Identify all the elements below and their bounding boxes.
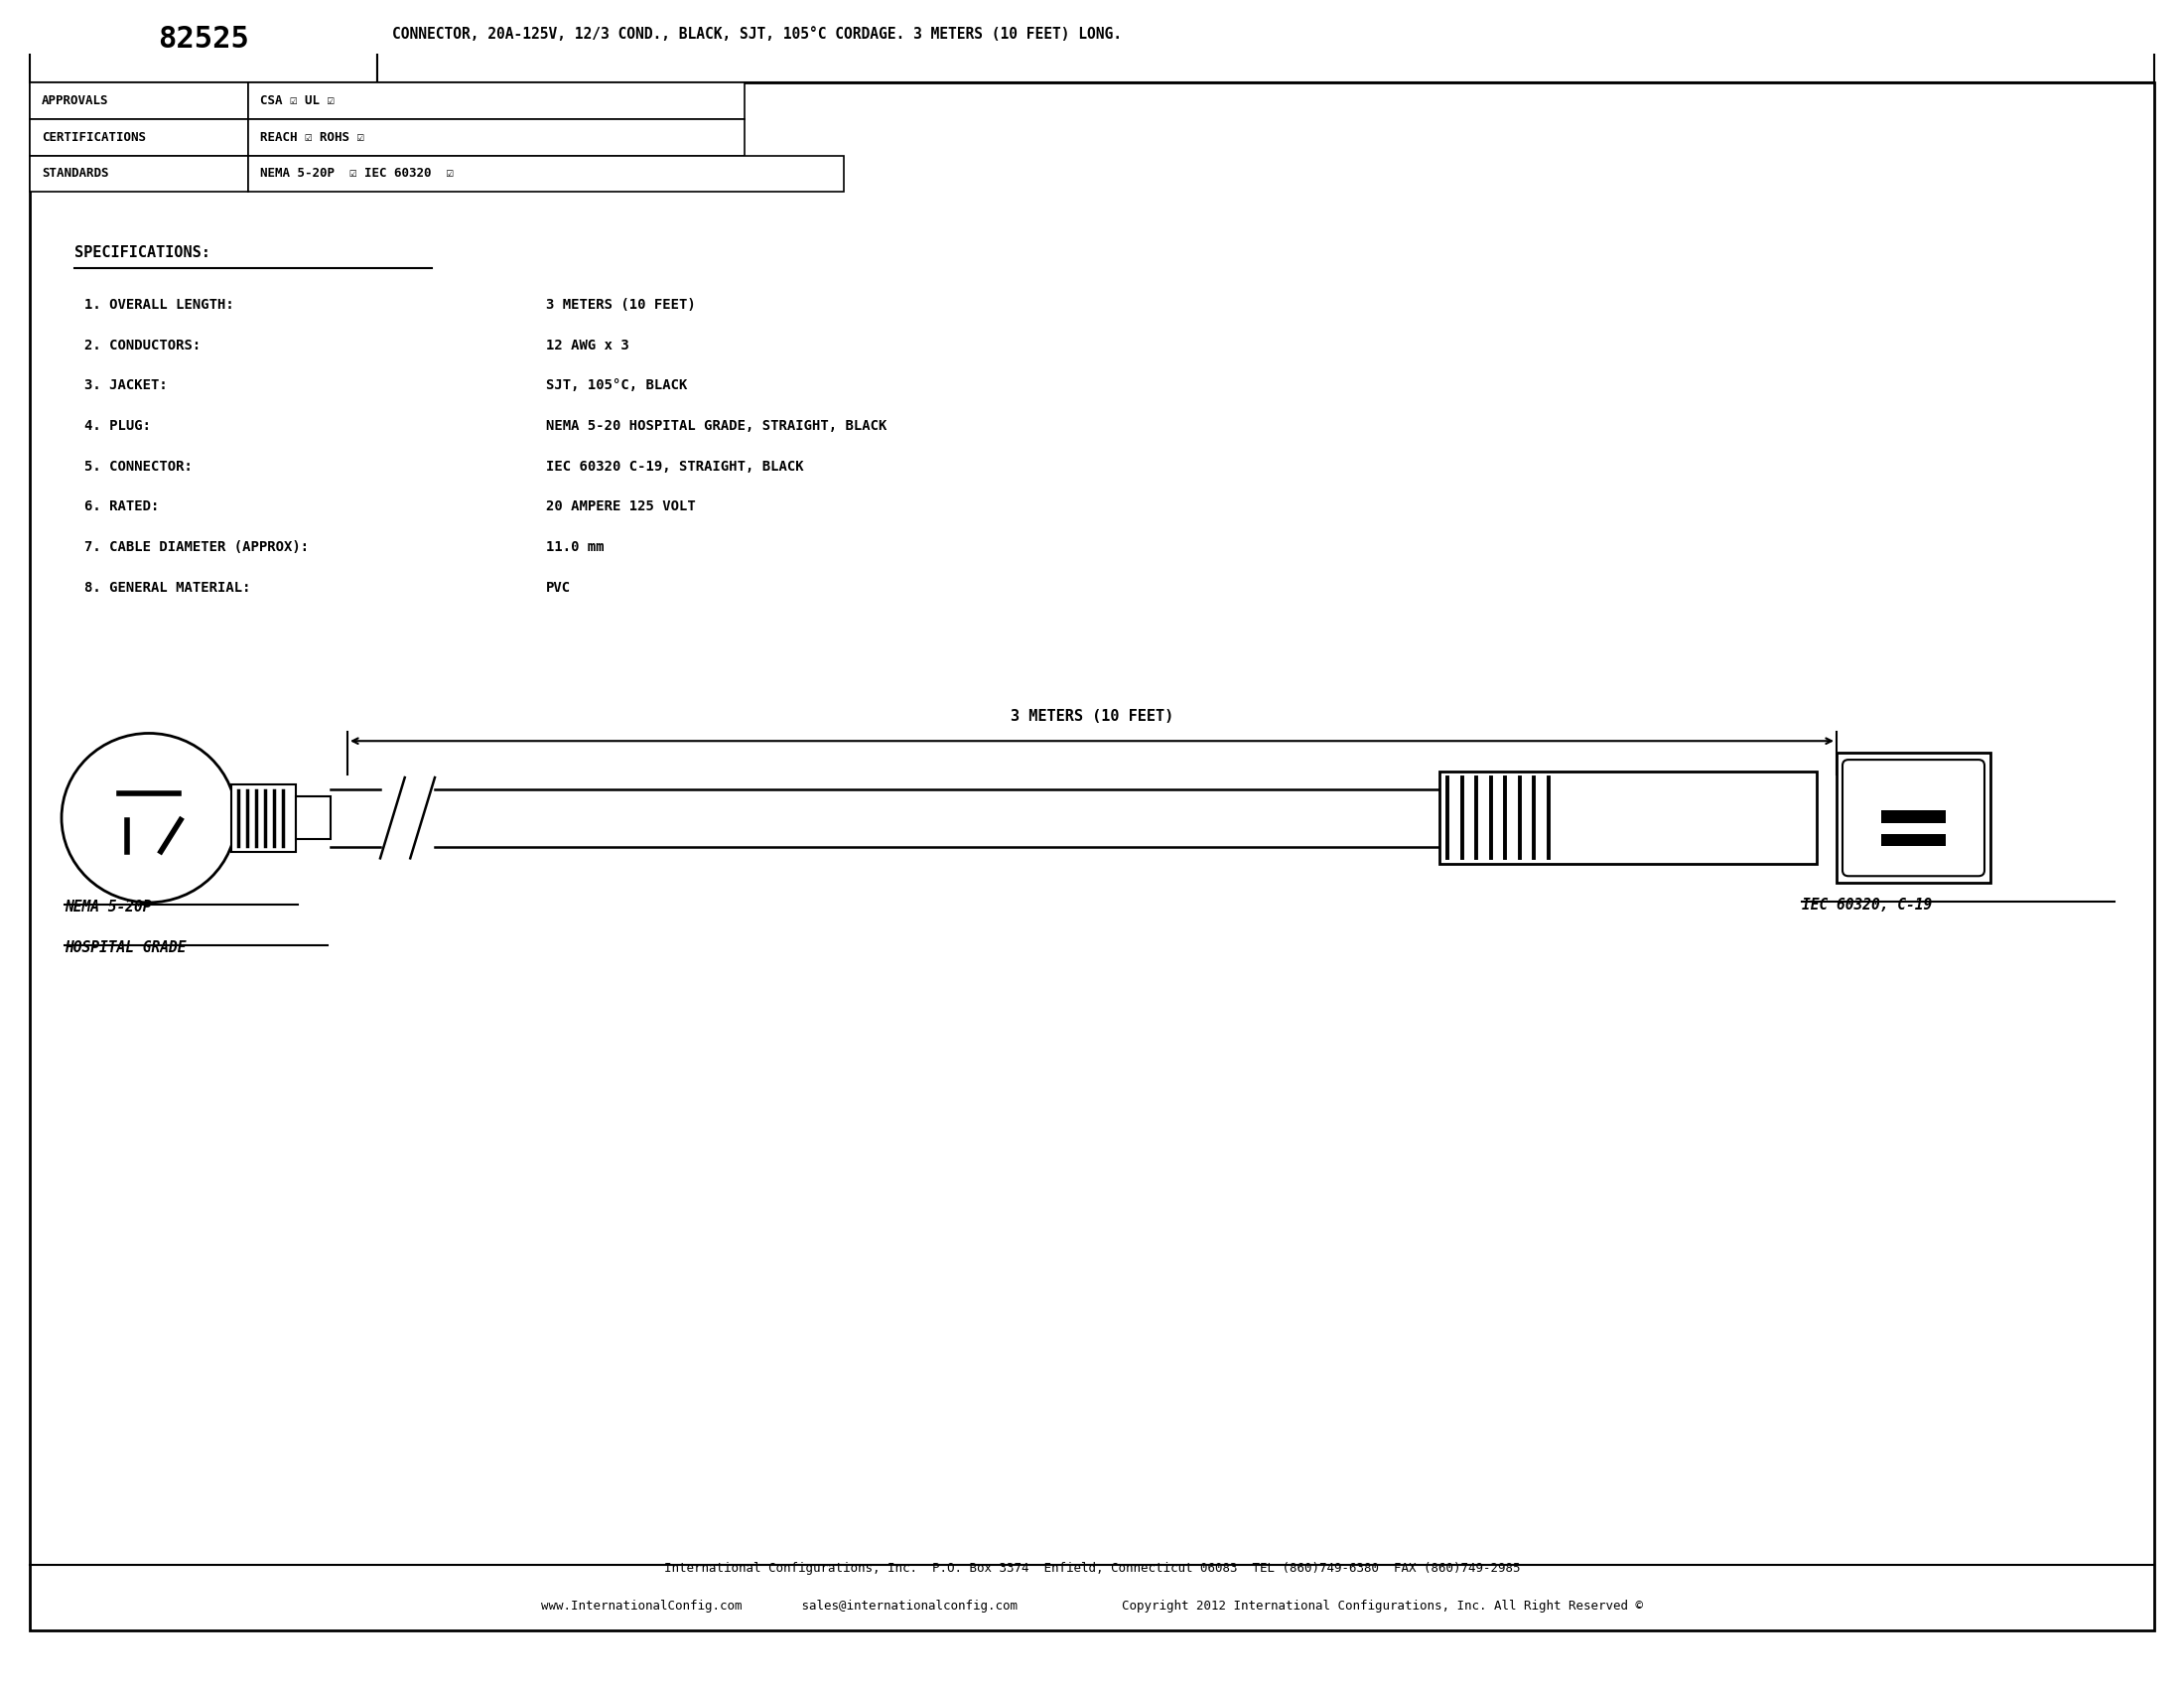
Bar — [249, 155, 843, 192]
Text: 5. CONNECTOR:: 5. CONNECTOR: — [85, 459, 192, 473]
Bar — [295, 797, 330, 839]
Text: STANDARDS: STANDARDS — [41, 167, 109, 181]
Text: International Configurations, Inc.  P.O. Box 3374  Enfield, Connecticut 06083  T: International Configurations, Inc. P.O. … — [664, 1561, 1520, 1575]
Text: 8. GENERAL MATERIAL:: 8. GENERAL MATERIAL: — [85, 581, 251, 594]
Text: 7. CABLE DIAMETER (APPROX):: 7. CABLE DIAMETER (APPROX): — [85, 540, 308, 554]
Text: SJT, 105°C, BLACK: SJT, 105°C, BLACK — [546, 378, 688, 392]
Text: 3 METERS (10 FEET): 3 METERS (10 FEET) — [1011, 709, 1173, 724]
Text: REACH ☑ ROHS ☑: REACH ☑ ROHS ☑ — [260, 130, 365, 143]
Circle shape — [61, 733, 236, 903]
Text: 4. PLUG:: 4. PLUG: — [85, 419, 151, 432]
Text: NEMA 5-20P: NEMA 5-20P — [66, 900, 151, 915]
Bar — [249, 118, 745, 155]
Text: CSA ☑ UL ☑: CSA ☑ UL ☑ — [260, 95, 334, 106]
Text: 1. OVERALL LENGTH:: 1. OVERALL LENGTH: — [85, 297, 234, 312]
Text: CONNECTOR, 20A-125V, 12/3 COND., BLACK, SJT, 105°C CORDAGE. 3 METERS (10 FEET) L: CONNECTOR, 20A-125V, 12/3 COND., BLACK, … — [393, 27, 1123, 42]
Text: CERTIFICATIONS: CERTIFICATIONS — [41, 130, 146, 143]
Text: SPECIFICATIONS:: SPECIFICATIONS: — [74, 245, 210, 260]
Bar — [31, 118, 249, 155]
Text: 3 METERS (10 FEET): 3 METERS (10 FEET) — [546, 297, 697, 312]
Text: NEMA 5-20P  ☑ IEC 60320  ☑: NEMA 5-20P ☑ IEC 60320 ☑ — [260, 167, 454, 181]
Text: 20 AMPERE 125 VOLT: 20 AMPERE 125 VOLT — [546, 500, 697, 513]
Text: IEC 60320 C-19, STRAIGHT, BLACK: IEC 60320 C-19, STRAIGHT, BLACK — [546, 459, 804, 473]
Bar — [1439, 771, 1817, 864]
Text: 6. RATED:: 6. RATED: — [85, 500, 159, 513]
Text: 12 AWG x 3: 12 AWG x 3 — [546, 338, 629, 353]
Text: HOSPITAL GRADE: HOSPITAL GRADE — [66, 940, 186, 955]
Text: APPROVALS: APPROVALS — [41, 95, 109, 106]
Text: 3. JACKET:: 3. JACKET: — [85, 378, 168, 392]
Text: NEMA 5-20 HOSPITAL GRADE, STRAIGHT, BLACK: NEMA 5-20 HOSPITAL GRADE, STRAIGHT, BLAC… — [546, 419, 887, 432]
Text: 2. CONDUCTORS:: 2. CONDUCTORS: — [85, 338, 201, 353]
Text: IEC 60320, C-19: IEC 60320, C-19 — [1802, 898, 1933, 912]
Bar — [378, 0, 2153, 83]
Bar — [31, 83, 249, 118]
Bar — [1880, 834, 1946, 846]
Text: 11.0 mm: 11.0 mm — [546, 540, 605, 554]
Text: 82525: 82525 — [157, 25, 249, 54]
Bar — [31, 0, 378, 83]
Bar — [1880, 810, 1946, 824]
Bar — [232, 785, 295, 851]
Bar — [31, 155, 249, 192]
Bar — [1837, 753, 1990, 883]
Text: PVC: PVC — [546, 581, 570, 594]
Text: www.InternationalConfig.com        sales@internationalconfig.com              Co: www.InternationalConfig.com sales@intern… — [542, 1600, 1642, 1614]
Bar — [249, 83, 745, 118]
FancyBboxPatch shape — [1843, 760, 1985, 876]
